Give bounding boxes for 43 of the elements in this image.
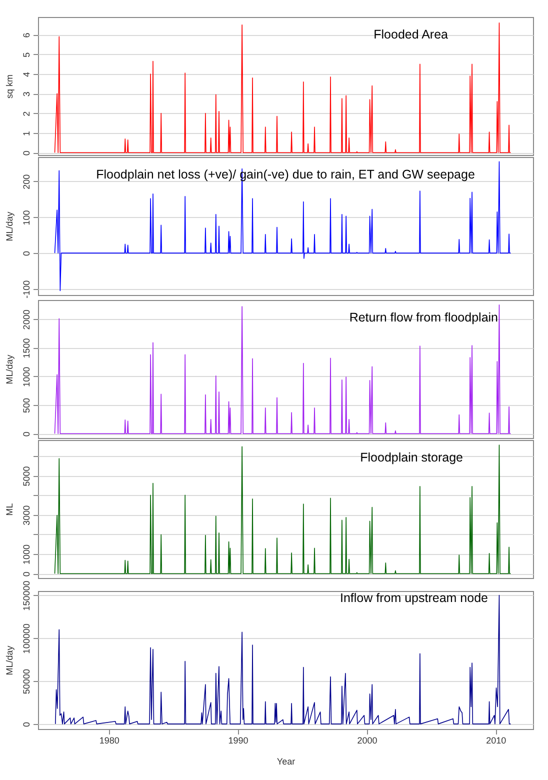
y-tick-label: 1000 <box>22 366 32 387</box>
y-tick-label: 50000 <box>22 669 32 694</box>
y-tick-label: 0 <box>22 572 32 577</box>
y-tick-label: 100 <box>22 210 32 226</box>
y-tick-label: 5000 <box>22 466 32 486</box>
y-axis-title: ML/day <box>4 211 14 242</box>
x-tick-label: 1980 <box>99 736 120 746</box>
y-axis-title: sq km <box>4 74 14 99</box>
text: Return flow from floodplain <box>349 310 498 324</box>
y-tick-label: 5 <box>22 52 32 58</box>
x-axis-title: Year <box>276 756 296 766</box>
x-tick-label: 2010 <box>486 736 506 746</box>
y-tick-label: 1000 <box>22 544 32 565</box>
y-tick-label: 4 <box>22 72 32 78</box>
y-tick-label: 6 <box>22 32 32 38</box>
y-tick-label: 0 <box>22 432 32 437</box>
line-series <box>54 22 512 154</box>
y-tick-label: 0 <box>22 722 32 727</box>
y-tick-label: 0 <box>22 150 32 156</box>
y-axis-title: ML/day <box>4 354 14 384</box>
y-axis-title: ML/day <box>4 645 14 676</box>
y-tick-label: 150000 <box>22 580 32 611</box>
text: Floodplain storage <box>360 450 464 464</box>
y-tick-label: 2 <box>22 111 32 116</box>
x-tick-label: 2000 <box>357 736 378 746</box>
y-tick-label: 100000 <box>22 624 32 654</box>
y-tick-label: 1500 <box>22 338 32 358</box>
y-tick-label: 3 <box>22 92 32 97</box>
y-axis-title: ML <box>4 503 14 516</box>
y-tick-label: 200 <box>22 174 32 190</box>
y-tick-label: -100 <box>22 280 32 298</box>
text: Flooded Area <box>374 28 448 42</box>
chart-title: Inflow from upstream node <box>340 590 488 605</box>
y-tick-label: 0 <box>22 251 32 256</box>
y-tick-label: 500 <box>22 398 32 414</box>
line-series <box>54 161 512 292</box>
y-tick-label: 3000 <box>22 505 32 526</box>
x-tick-label: 1990 <box>228 736 248 746</box>
line-series <box>54 304 512 434</box>
line-series <box>55 594 512 724</box>
line-series <box>54 444 512 574</box>
y-tick-label: 2000 <box>22 310 32 330</box>
y-tick-label: 1 <box>22 130 32 136</box>
